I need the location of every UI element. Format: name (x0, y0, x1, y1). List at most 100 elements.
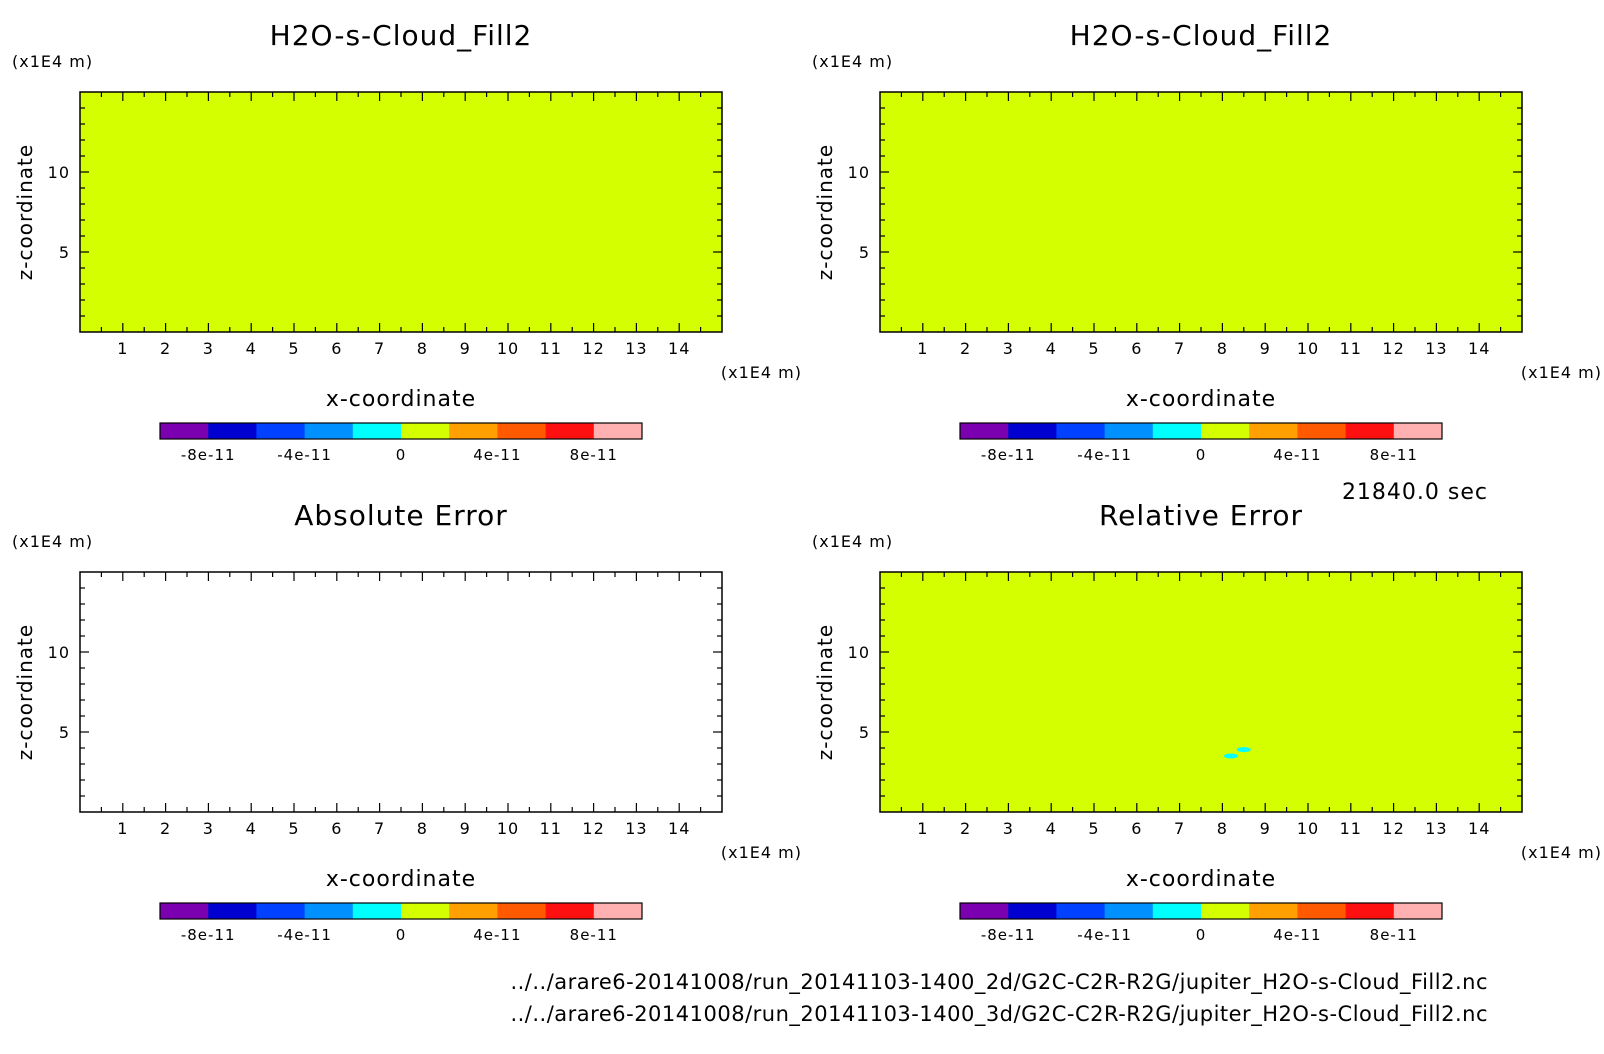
colorbar-segment (960, 903, 1009, 919)
colorbar-segment (352, 903, 402, 919)
colorbar-segment (208, 903, 257, 919)
x-tick-label: 8 (417, 339, 428, 358)
y-tick-label: 5 (59, 723, 70, 742)
colorbar-segment (1152, 903, 1202, 919)
x-tick-label: 11 (540, 339, 562, 358)
colorbar-tick-label: 4e-11 (473, 926, 521, 944)
colorbar-tick-label: 4e-11 (1273, 926, 1321, 944)
colorbar-tick-label: 0 (396, 926, 407, 944)
colorbar-frame (959, 902, 1443, 920)
y-axis-label: z-coordinate (813, 144, 837, 280)
x-axis-label: x-coordinate (326, 387, 476, 412)
colorbar-tick-label: 0 (1196, 446, 1207, 464)
x-tick-label: 14 (668, 819, 690, 838)
x-tick-label: 10 (497, 339, 519, 358)
colorbar-segment (401, 423, 450, 439)
colorbar-segment (160, 903, 209, 919)
y-tick-label: 10 (48, 163, 70, 182)
x-tick-label: 8 (1217, 339, 1228, 358)
x-unit-label: (x1E4 m) (721, 843, 802, 862)
x-unit-label: (x1E4 m) (721, 363, 802, 382)
colorbar-segment (1152, 423, 1202, 439)
x-tick-label: 12 (1382, 819, 1404, 838)
y-unit-label: (x1E4 m) (812, 532, 893, 551)
colorbar-tick-label: 0 (396, 446, 407, 464)
colorbar-segment (1393, 423, 1443, 439)
colorbar-tick-label: -4e-11 (277, 926, 332, 944)
x-tick-label: 12 (1382, 339, 1404, 358)
colorbar-segment (1104, 903, 1154, 919)
x-tick-label: 5 (288, 339, 299, 358)
colorbar-segment (208, 423, 257, 439)
colorbar-tick-label: -4e-11 (1077, 926, 1132, 944)
x-tick-label: 7 (374, 339, 385, 358)
colorbar-segment (1345, 903, 1395, 919)
chart-title: Relative Error (1099, 499, 1303, 532)
x-axis-label: x-coordinate (1126, 387, 1276, 412)
file-path-2: ../../arare6-20141008/run_20141103-1400_… (510, 1002, 1488, 1026)
colorbar-segment (1201, 903, 1250, 919)
colorbar-segment (1008, 903, 1057, 919)
x-tick-label: 10 (1297, 819, 1319, 838)
x-tick-label: 2 (960, 819, 971, 838)
x-tick-label: 7 (374, 819, 385, 838)
colorbar-segment (1201, 423, 1250, 439)
colorbar-tick-label: 8e-11 (570, 446, 618, 464)
x-tick-label: 6 (1131, 339, 1142, 358)
x-tick-label: 4 (246, 819, 257, 838)
colorbar-segment (401, 903, 450, 919)
x-tick-label: 6 (331, 339, 342, 358)
x-tick-label: 9 (460, 339, 471, 358)
colorbar-frame (159, 422, 643, 440)
colorbar-segment (1297, 423, 1347, 439)
x-tick-label: 4 (1046, 339, 1057, 358)
colorbar-segment (449, 423, 498, 439)
colorbar-segment (304, 903, 354, 919)
colorbar-segment (1249, 423, 1298, 439)
colorbar-tick-label: -8e-11 (181, 926, 236, 944)
y-axis-label: z-coordinate (813, 624, 837, 760)
x-tick-label: 14 (1468, 339, 1490, 358)
x-tick-label: 12 (582, 339, 604, 358)
x-unit-label: (x1E4 m) (1521, 363, 1602, 382)
colorbar-segment (1297, 903, 1347, 919)
heatmap-field (880, 572, 1522, 812)
plot-frame (79, 571, 723, 813)
file-path-1: ../../arare6-20141008/run_20141103-1400_… (510, 970, 1488, 994)
colorbar-tick-label: 4e-11 (473, 446, 521, 464)
x-tick-label: 3 (1003, 339, 1014, 358)
colorbar-segment (1104, 423, 1154, 439)
x-tick-label: 9 (1260, 819, 1271, 838)
x-tick-label: 2 (160, 819, 171, 838)
x-tick-label: 2 (160, 339, 171, 358)
colorbar-tick-label: -8e-11 (981, 446, 1036, 464)
colorbar-frame (959, 422, 1443, 440)
x-tick-label: 1 (117, 339, 128, 358)
x-tick-label: 3 (1003, 819, 1014, 838)
x-tick-label: 10 (1297, 339, 1319, 358)
x-tick-label: 5 (1088, 819, 1099, 838)
colorbar-segment (1393, 903, 1443, 919)
x-axis-label: x-coordinate (1126, 867, 1276, 892)
colorbar-segment (304, 423, 354, 439)
y-tick-label: 10 (848, 163, 870, 182)
y-axis-label: z-coordinate (13, 144, 37, 280)
colorbar-segment (1056, 903, 1106, 919)
colorbar-tick-label: -8e-11 (181, 446, 236, 464)
x-tick-label: 10 (497, 819, 519, 838)
colorbar-segment (1008, 423, 1057, 439)
x-axis-label: x-coordinate (326, 867, 476, 892)
x-tick-label: 11 (1340, 339, 1362, 358)
time-label: 21840.0 sec (1341, 480, 1488, 505)
colorbar-tick-label: -8e-11 (981, 926, 1036, 944)
colorbar-tick-label: 8e-11 (1370, 446, 1418, 464)
x-tick-label: 14 (668, 339, 690, 358)
y-tick-label: 5 (59, 243, 70, 262)
y-unit-label: (x1E4 m) (812, 52, 893, 71)
heatmap-anomaly (1236, 747, 1251, 753)
x-unit-label: (x1E4 m) (1521, 843, 1602, 862)
colorbar-segment (352, 423, 402, 439)
colorbar-tick-label: 4e-11 (1273, 446, 1321, 464)
x-tick-label: 2 (960, 339, 971, 358)
